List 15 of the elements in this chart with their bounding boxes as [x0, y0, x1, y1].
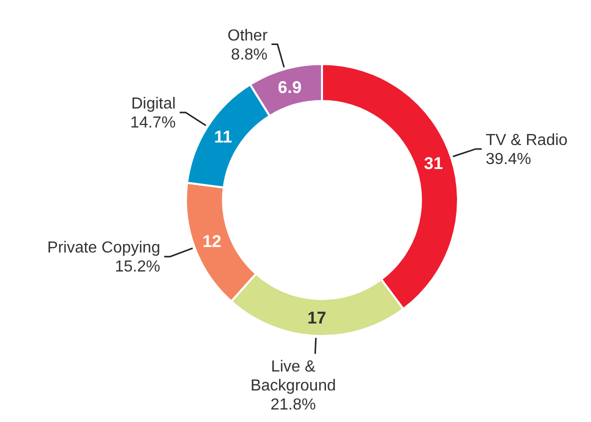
slice-label: Digital: [131, 96, 176, 113]
data-label: 6.9: [278, 78, 302, 97]
slice-label: Live & Background: [250, 358, 336, 394]
text: 39.4%: [486, 151, 532, 168]
data-label: 31: [424, 154, 443, 173]
text: 14.7%: [130, 114, 176, 132]
slice-label: Private Copying: [47, 240, 160, 257]
data-label: 17: [307, 308, 326, 328]
text: 8.8%: [231, 46, 268, 64]
data-label: 11: [214, 127, 232, 146]
data-label: 12: [202, 232, 222, 251]
slice-label: TV & Radio: [486, 132, 568, 150]
text: 15.2%: [114, 258, 160, 276]
slice-label: Other: [227, 27, 268, 44]
text: 21.8%: [270, 396, 316, 414]
